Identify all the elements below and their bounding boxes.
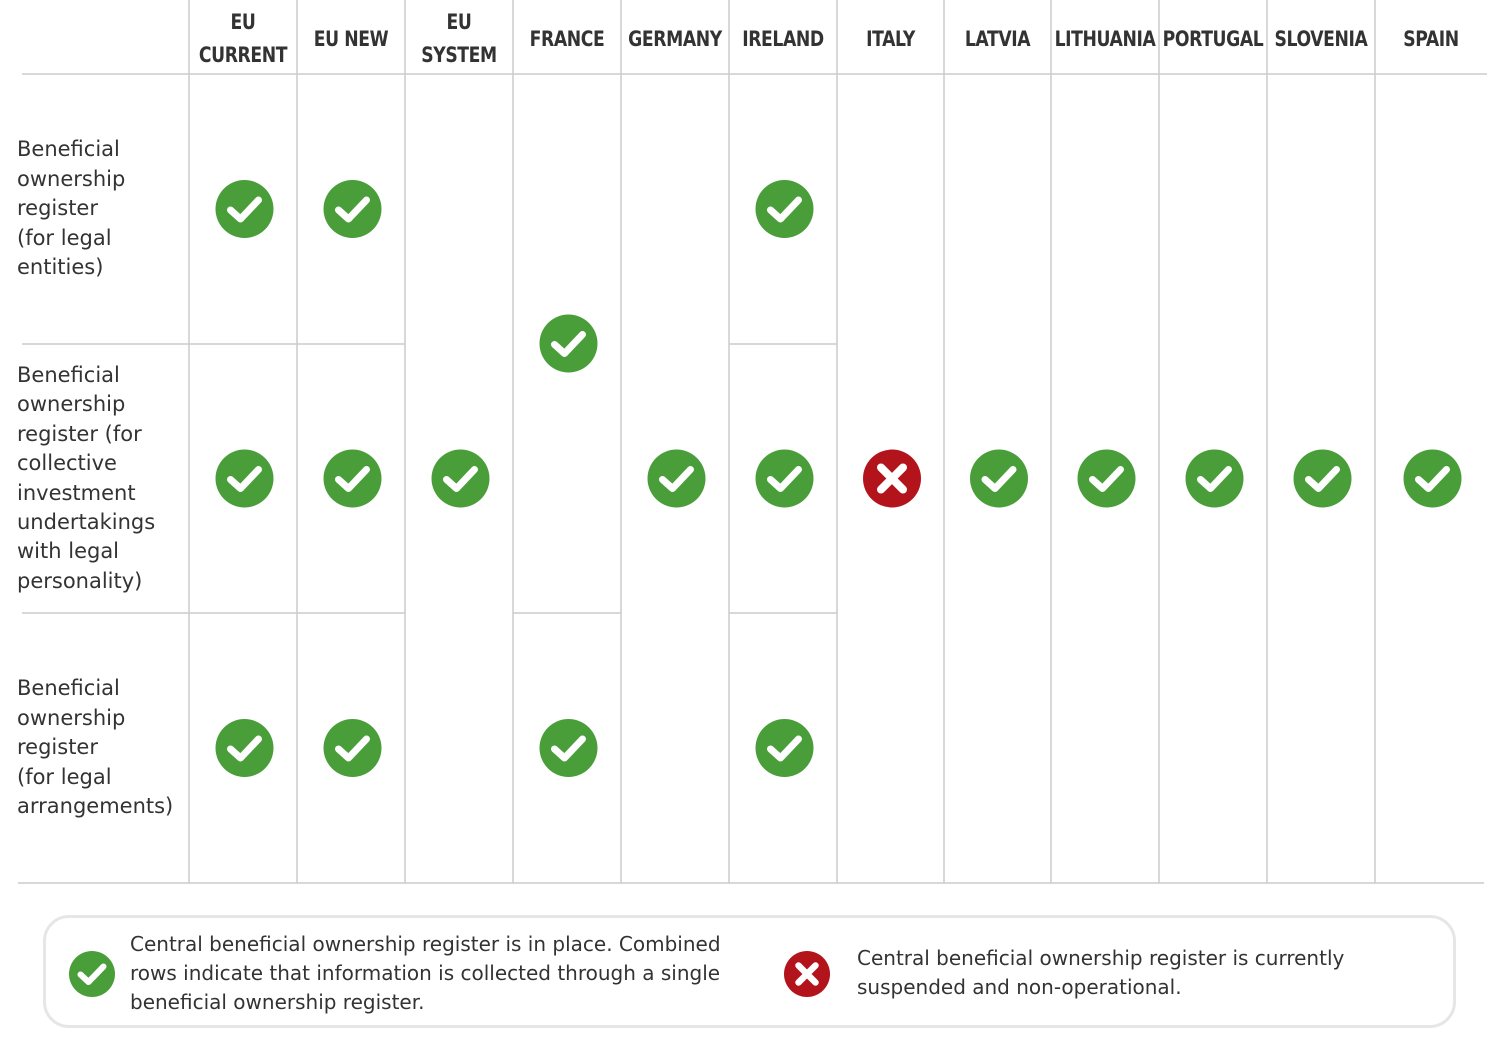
check-circle-icon [431, 449, 490, 508]
row-label-collective-investment: Beneficial ownership register (for colle… [17, 344, 187, 613]
x-circle-icon [863, 449, 921, 508]
column-header-lithuania: LITHUANIA [1054, 26, 1156, 51]
check-circle-icon [323, 719, 382, 777]
check-circle-icon [970, 449, 1028, 508]
check-circle-icon [1403, 449, 1462, 508]
column-header-france: FRANCE [529, 26, 605, 51]
check-circle-icon [539, 719, 598, 777]
row-label-legal-entities: Beneficial ownership register (for legal… [17, 74, 187, 344]
check-circle-icon [539, 314, 598, 373]
check-circle-icon [323, 449, 382, 508]
column-header-eu-new: EU NEW [313, 26, 389, 51]
row-label-text: Beneficial ownership register (for colle… [17, 362, 156, 593]
legend: Central beneficial ownership register is… [43, 915, 1456, 1028]
check-circle-icon [69, 951, 115, 997]
row-label-text: Beneficial ownership register (for legal… [17, 137, 126, 280]
x-circle-icon [784, 951, 830, 997]
column-header-eu-current: EU CURRENT [198, 10, 288, 67]
column-header-ireland: IRELAND [742, 26, 824, 51]
check-circle-icon [755, 180, 814, 238]
legend-suspended-text: Central beneficial ownership register is… [857, 946, 1345, 999]
row-label-text: Beneficial ownership register (for legal… [17, 676, 174, 819]
check-circle-icon [215, 449, 274, 508]
check-circle-icon [1077, 449, 1136, 508]
check-circle-icon [215, 180, 274, 238]
check-circle-icon [755, 719, 814, 777]
check-circle-icon [323, 180, 382, 238]
column-header-latvia: LATVIA [964, 26, 1031, 51]
check-circle-icon [755, 449, 814, 508]
check-circle-icon [215, 719, 274, 777]
column-header-eu-system: EU SYSTEM [421, 10, 497, 67]
row-label-legal-arrangements: Beneficial ownership register (for legal… [17, 613, 187, 883]
check-circle-icon [1185, 449, 1244, 508]
register-grid [18, 0, 1487, 884]
column-header-portugal: PORTUGAL [1162, 26, 1264, 51]
check-circle-icon [1293, 449, 1352, 508]
column-header-italy: ITALY [866, 26, 915, 51]
column-header-germany: GERMANY [628, 26, 722, 51]
check-circle-icon [647, 449, 706, 508]
column-header-slovenia: SLOVENIA [1274, 26, 1368, 51]
column-header-spain: SPAIN [1403, 26, 1459, 51]
legend-in-place-text: Central beneficial ownership register is… [130, 932, 721, 1014]
